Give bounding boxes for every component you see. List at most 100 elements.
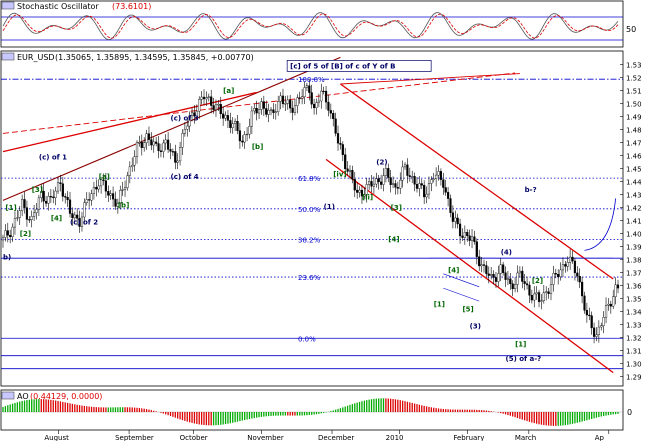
stoch-d-line [2, 13, 619, 39]
candle-body [451, 212, 454, 222]
candle-body [492, 274, 495, 278]
candle-body [439, 171, 443, 180]
candle-body [576, 272, 579, 277]
candle-body [289, 99, 292, 109]
candle-body [6, 230, 9, 236]
candle-body [494, 277, 498, 282]
candle-body [85, 199, 88, 203]
y-tick-label: 1.31 [626, 348, 642, 356]
price-hlines [1, 78, 623, 370]
candle-body [30, 216, 33, 220]
candle-body [255, 108, 258, 114]
candle-body [303, 87, 306, 97]
candle-body [351, 169, 354, 180]
candle-body [458, 223, 462, 237]
candle-body [92, 187, 96, 194]
candle-body [131, 164, 134, 168]
candle-body [490, 274, 493, 276]
wave-label: (3) [470, 322, 481, 330]
y-tick-label: 1.41 [626, 218, 642, 226]
wave-label: (2) [376, 159, 387, 167]
wave-label: b) [3, 254, 11, 262]
candle-body [64, 196, 67, 198]
candle-body [140, 142, 143, 148]
candle-body [248, 126, 251, 135]
candle-body [406, 164, 409, 176]
candle-body [487, 273, 490, 276]
candle-body [193, 112, 196, 117]
price-panel: EUR_USD (1.35065, 1.35895, 1.34595, 1.35… [0, 50, 642, 402]
candle-body [353, 179, 356, 191]
candle-body [157, 143, 160, 151]
candle-body [578, 275, 581, 283]
candle-body [229, 120, 232, 128]
candle-body [277, 101, 280, 112]
wave-label: [1] [515, 341, 526, 349]
candle-body [389, 177, 392, 185]
y-tick-label: 1.43 [626, 192, 642, 200]
candle-body [573, 260, 577, 274]
wave-label: [4] [388, 235, 399, 243]
candle-body [1, 237, 5, 241]
candle-body [205, 97, 208, 100]
candle-body [549, 284, 553, 294]
wave-label: [ii] [362, 194, 373, 202]
candle-body [425, 193, 428, 198]
candle-body [126, 175, 129, 188]
candle-body [133, 156, 136, 166]
wave-label: (c) of 1 [39, 153, 67, 161]
candle-body [291, 107, 294, 113]
month-label: March [515, 434, 536, 441]
wave-label: [iv] [333, 170, 346, 178]
candle-body [514, 284, 517, 290]
candle-body [293, 105, 297, 113]
price-ohlc: (1.35065, 1.35895, 1.34595, 1.35845, +0.… [55, 53, 254, 62]
price-trendlines [2, 56, 617, 374]
candle-body [143, 142, 146, 148]
candle-body [334, 118, 337, 134]
candle-body [11, 226, 14, 238]
candle-body [564, 264, 567, 267]
candle-body [116, 203, 119, 207]
candle-body [147, 133, 151, 140]
candle-body [545, 291, 548, 293]
candle-body [312, 103, 316, 109]
candle-body [169, 149, 172, 152]
candle-body [298, 97, 301, 99]
candle-body [585, 310, 588, 316]
candle-body [47, 196, 50, 204]
candle-body [95, 187, 98, 190]
candle-body [178, 147, 182, 162]
candle-body [502, 264, 505, 273]
candle-body [25, 207, 29, 220]
candle-body [420, 183, 423, 186]
candle-body [186, 125, 189, 130]
candle-body [174, 151, 177, 163]
candle-body [521, 270, 524, 282]
wave-label: [a] [99, 173, 110, 181]
y-tick-label: 1.50 [626, 101, 642, 109]
wave-label: [4] [448, 267, 459, 275]
candle-body [446, 192, 450, 199]
candle-body [466, 232, 469, 237]
candle-body [119, 190, 122, 204]
candle-body [547, 291, 550, 294]
candle-body [234, 121, 237, 124]
month-label: 2010 [386, 434, 404, 441]
candle-body [152, 141, 155, 146]
candle-body [231, 123, 234, 128]
candle-body [100, 179, 103, 187]
candle-body [324, 90, 328, 103]
candle-body [54, 190, 57, 198]
candle-body [219, 104, 222, 115]
price-y-axis: 1.29 1.30 1.31 1.32 1.33 1.34 1.35 1.36 1.37 1.38… [620, 62, 642, 382]
candle-body [554, 273, 557, 275]
candle-body [413, 176, 416, 185]
candle-body [18, 210, 21, 218]
month-label: November [247, 434, 284, 441]
stoch-tick-50: 50 [626, 25, 636, 34]
candle-body [561, 264, 565, 271]
month-label: September [115, 434, 154, 441]
candle-body [461, 235, 464, 238]
candle-body [183, 129, 186, 134]
